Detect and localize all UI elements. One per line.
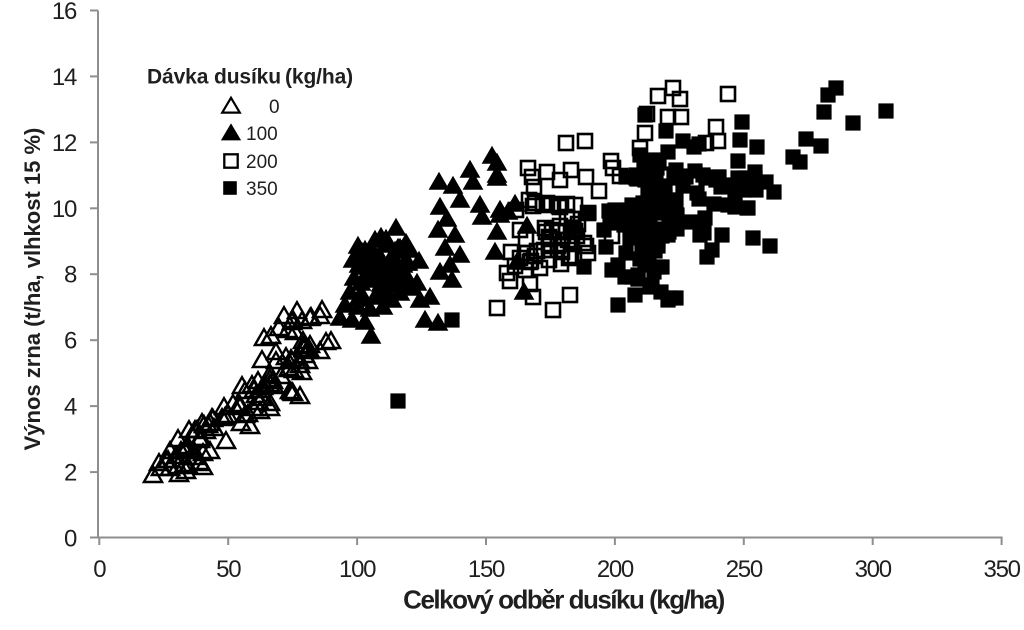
svg-text:Dávka dusíku (kg/ha): Dávka dusíku (kg/ha) <box>147 66 353 89</box>
svg-text:200: 200 <box>246 152 278 173</box>
svg-text:0: 0 <box>93 556 106 583</box>
svg-text:100: 100 <box>246 124 278 145</box>
svg-text:14: 14 <box>52 64 77 91</box>
svg-text:0: 0 <box>64 526 77 553</box>
svg-text:50: 50 <box>216 556 241 583</box>
svg-text:4: 4 <box>64 394 77 421</box>
svg-text:200: 200 <box>597 556 634 583</box>
svg-text:350: 350 <box>246 179 278 200</box>
svg-text:2: 2 <box>64 460 77 487</box>
svg-text:0: 0 <box>269 97 280 118</box>
svg-text:12: 12 <box>52 130 77 157</box>
svg-text:150: 150 <box>468 556 505 583</box>
svg-text:100: 100 <box>339 556 376 583</box>
svg-text:350: 350 <box>984 556 1021 583</box>
svg-text:250: 250 <box>726 556 763 583</box>
svg-text:8: 8 <box>64 262 77 289</box>
svg-text:16: 16 <box>52 0 77 25</box>
svg-text:Celkový odběr dusíku (kg/ha): Celkový odběr dusíku (kg/ha) <box>403 585 724 615</box>
svg-text:6: 6 <box>64 328 77 355</box>
svg-text:Výnos zrna (t/ha, vlhkost 15 %: Výnos zrna (t/ha, vlhkost 15 %) <box>20 128 45 451</box>
svg-text:10: 10 <box>52 196 77 223</box>
svg-text:300: 300 <box>855 556 892 583</box>
